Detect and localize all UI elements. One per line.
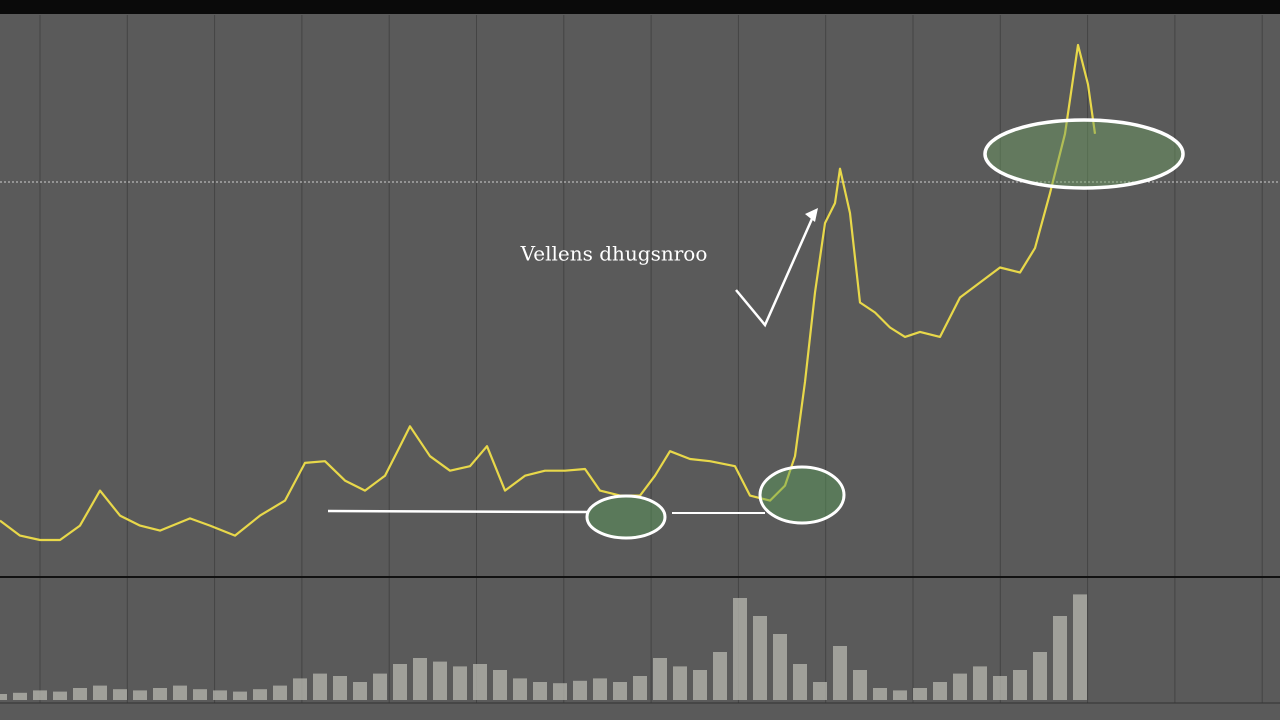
volume-bar: [273, 685, 287, 700]
volume-bar: [613, 682, 627, 700]
volume-bar: [593, 678, 607, 700]
volume-bar: [753, 616, 767, 700]
volume-bar: [313, 673, 327, 700]
volume-bar: [393, 664, 407, 700]
volume-bar: [1053, 616, 1067, 700]
volume-bar: [653, 658, 667, 700]
volume-bar: [733, 598, 747, 700]
volume-bar: [973, 666, 987, 700]
highlight-ellipse: [758, 465, 846, 525]
plot: [0, 43, 1097, 700]
volume-bar: [573, 680, 587, 700]
volume-bar: [513, 678, 527, 700]
volume-bar: [713, 652, 727, 700]
volume-bar: [413, 658, 427, 700]
volume-bar: [13, 692, 27, 700]
volume-bar: [633, 676, 647, 700]
arrow: [735, 211, 817, 328]
volume-bar: [833, 646, 847, 700]
volume-bar: [193, 689, 207, 700]
volume-bar: [153, 688, 167, 700]
volume-bar: [793, 664, 807, 700]
volume-bar: [213, 690, 227, 700]
volume-bar: [133, 690, 147, 700]
volume-bar: [93, 685, 107, 700]
volume-bar: [933, 682, 947, 700]
volume-bar: [293, 678, 307, 700]
volume-bar: [493, 670, 507, 700]
volume-bar: [873, 688, 887, 700]
volume-bar: [553, 683, 567, 700]
volume-bar: [333, 676, 347, 700]
annotation: Vellens dhugsnroo: [520, 242, 708, 266]
volume-bar: [373, 673, 387, 700]
volume-bar: [673, 666, 687, 700]
top-bar: [0, 0, 1280, 14]
grid: [39, 15, 1263, 703]
volume-bar: [233, 691, 247, 700]
volume-bar: [0, 694, 7, 700]
volume-bar: [253, 689, 267, 700]
support-line: [327, 509, 589, 514]
volume-bar: [473, 664, 487, 700]
highlight-ellipse: [585, 494, 667, 540]
volume-bar: [533, 682, 547, 700]
volume-bar: [113, 689, 127, 700]
volume-bar: [853, 670, 867, 700]
volume-bar: [353, 682, 367, 700]
volume-bar: [1033, 652, 1047, 700]
volume-bar: [33, 690, 47, 700]
volume-bar: [953, 673, 967, 700]
volume-bar: [433, 661, 447, 700]
volume-bar: [53, 691, 67, 700]
volume-bar: [813, 682, 827, 700]
volume-bar: [993, 676, 1007, 700]
highlight-ellipse: [983, 118, 1185, 190]
volume-bar: [453, 666, 467, 700]
arrow-head: [805, 208, 818, 222]
volume-bar: [773, 634, 787, 700]
volume-bar: [693, 670, 707, 700]
volume-bar: [893, 690, 907, 700]
volume-bar: [913, 688, 927, 700]
volume-bar: [1073, 594, 1087, 700]
volume-bar: [73, 688, 87, 700]
volume-bar: [173, 685, 187, 700]
volume-bar: [1013, 670, 1027, 700]
